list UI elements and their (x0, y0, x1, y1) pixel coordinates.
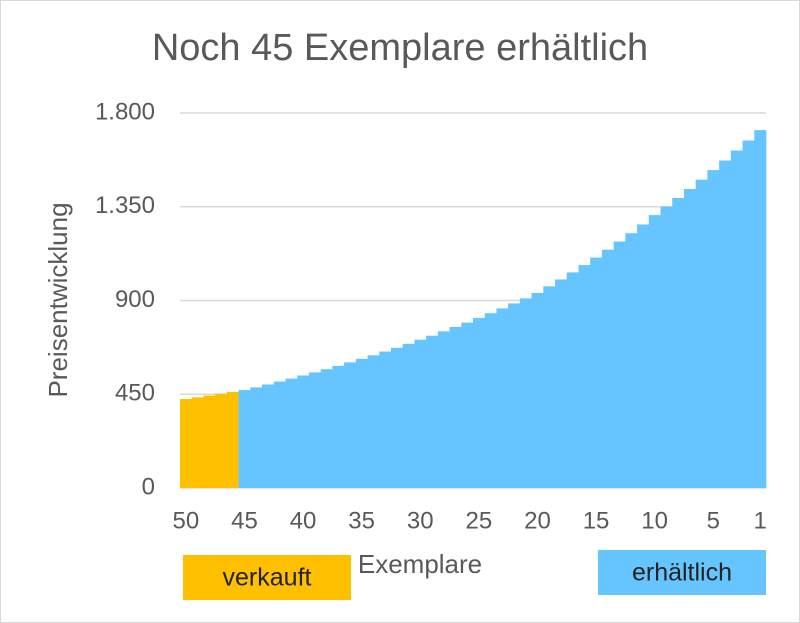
x-axis-label: Exemplare (358, 549, 482, 579)
bar (719, 160, 732, 488)
bar (578, 265, 591, 488)
legend-label: verkauft (223, 564, 312, 592)
bar (473, 318, 486, 488)
x-tick-label: 30 (407, 507, 434, 534)
bar (390, 347, 404, 488)
bar (402, 343, 415, 488)
x-tick-label: 10 (641, 507, 668, 534)
bar (508, 303, 521, 488)
bar (191, 397, 204, 488)
bar (355, 358, 368, 488)
bar (742, 140, 755, 488)
legend-swatch (183, 555, 351, 600)
bar (648, 215, 661, 489)
legend-swatch (598, 550, 766, 595)
x-tick-label: 25 (466, 507, 493, 534)
y-tick-label: 450 (115, 380, 155, 407)
bar (660, 206, 673, 488)
bar (308, 372, 322, 488)
y-tick-label: 1.350 (95, 192, 155, 219)
bar (519, 298, 532, 488)
x-tick-label: 35 (348, 507, 375, 534)
bar (379, 351, 392, 488)
bar (285, 378, 298, 488)
x-tick-label: 15 (583, 507, 610, 534)
bar (730, 150, 743, 488)
bar (297, 375, 310, 488)
bar (601, 249, 615, 488)
bar (543, 286, 556, 488)
x-tick-label: 50 (173, 507, 200, 534)
bar (461, 322, 474, 488)
bar (637, 224, 650, 489)
bar (613, 241, 626, 488)
x-tick-label: 5 (707, 507, 720, 534)
bar (250, 387, 263, 488)
bar (754, 130, 767, 489)
bar (695, 179, 708, 488)
bar (590, 257, 603, 488)
bar (625, 233, 638, 488)
bar (672, 198, 685, 488)
bar (238, 390, 251, 488)
bar (426, 335, 439, 488)
y-tick-label: 0 (142, 473, 155, 500)
bar (180, 399, 193, 488)
bar (449, 326, 462, 488)
x-tick-label: 20 (524, 507, 551, 534)
bar (203, 395, 216, 488)
bar (262, 384, 275, 488)
bar (215, 393, 228, 488)
x-tick-label: 45 (231, 507, 258, 534)
x-tick-label: 40 (290, 507, 317, 534)
bar (531, 293, 544, 488)
bar (367, 355, 380, 488)
y-tick-label: 900 (115, 286, 155, 313)
bar (707, 170, 720, 489)
bar (555, 279, 568, 488)
y-tick-label: 1.800 (95, 98, 155, 125)
bar (320, 369, 333, 488)
bar (484, 313, 497, 488)
bar (332, 365, 345, 488)
bar (683, 189, 697, 488)
bar (414, 339, 427, 488)
bar (344, 362, 357, 488)
bar (273, 381, 286, 488)
bar (496, 308, 509, 488)
chart-title: Noch 45 Exemplare erhältlich (152, 27, 648, 69)
bar (437, 331, 450, 488)
bar (566, 272, 579, 488)
bar (226, 391, 239, 488)
y-axis-label: Preisentwicklung (43, 202, 73, 397)
legend-label: erhältlich (632, 559, 732, 587)
x-tick-label: 1 (753, 507, 766, 534)
